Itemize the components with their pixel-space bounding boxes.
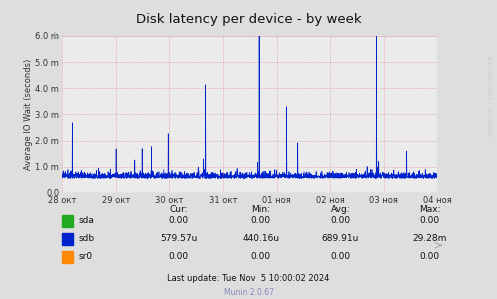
Y-axis label: Average IO Wait (seconds): Average IO Wait (seconds) <box>23 59 33 170</box>
Text: 0.00: 0.00 <box>251 252 271 261</box>
Text: 0.00: 0.00 <box>169 216 189 225</box>
Text: 440.16u: 440.16u <box>243 234 279 243</box>
Text: 0.00: 0.00 <box>331 252 350 261</box>
Text: Max:: Max: <box>419 205 441 214</box>
Text: Min:: Min: <box>251 205 270 214</box>
Text: 0.00: 0.00 <box>420 252 440 261</box>
Text: 29.28m: 29.28m <box>413 234 447 243</box>
Text: sr0: sr0 <box>79 252 93 261</box>
Text: Avg:: Avg: <box>331 205 350 214</box>
Text: Munin 2.0.67: Munin 2.0.67 <box>224 288 273 297</box>
Text: 0.00: 0.00 <box>251 216 271 225</box>
Text: sdb: sdb <box>79 234 95 243</box>
Text: Last update: Tue Nov  5 10:00:02 2024: Last update: Tue Nov 5 10:00:02 2024 <box>167 274 330 283</box>
Text: 689.91u: 689.91u <box>322 234 359 243</box>
Text: RRDTOOL / TOBI OETIKER: RRDTOOL / TOBI OETIKER <box>488 55 493 136</box>
Text: Disk latency per device - by week: Disk latency per device - by week <box>136 13 361 26</box>
Text: 0.00: 0.00 <box>331 216 350 225</box>
Text: sda: sda <box>79 216 95 225</box>
Text: 0.00: 0.00 <box>169 252 189 261</box>
Text: Cur:: Cur: <box>169 205 188 214</box>
Text: 0.00: 0.00 <box>420 216 440 225</box>
Text: 579.57u: 579.57u <box>160 234 198 243</box>
